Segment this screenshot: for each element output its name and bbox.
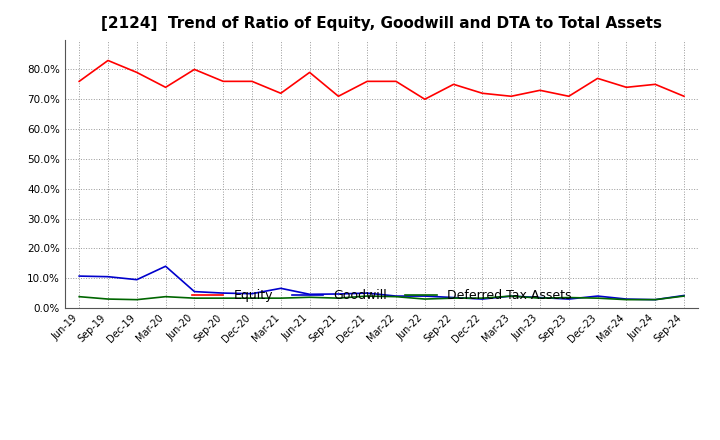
Goodwill — [564, 297, 573, 302]
Goodwill — [75, 273, 84, 279]
Goodwill — [680, 293, 688, 298]
Goodwill — [593, 293, 602, 299]
Equity — [680, 94, 688, 99]
Goodwill — [449, 295, 458, 300]
Goodwill — [161, 264, 170, 269]
Title: [2124]  Trend of Ratio of Equity, Goodwill and DTA to Total Assets: [2124] Trend of Ratio of Equity, Goodwil… — [101, 16, 662, 32]
Goodwill — [392, 293, 400, 299]
Deferred Tax Assets — [680, 293, 688, 299]
Equity — [75, 79, 84, 84]
Equity — [622, 84, 631, 90]
Deferred Tax Assets — [536, 296, 544, 301]
Line: Goodwill: Goodwill — [79, 266, 684, 300]
Deferred Tax Assets — [449, 296, 458, 301]
Deferred Tax Assets — [334, 296, 343, 301]
Equity — [190, 67, 199, 72]
Goodwill — [420, 293, 429, 299]
Deferred Tax Assets — [161, 294, 170, 299]
Equity — [420, 97, 429, 102]
Equity — [536, 88, 544, 93]
Deferred Tax Assets — [104, 297, 112, 302]
Deferred Tax Assets — [622, 297, 631, 302]
Goodwill — [536, 295, 544, 300]
Deferred Tax Assets — [593, 296, 602, 301]
Equity — [392, 79, 400, 84]
Equity — [363, 79, 372, 84]
Deferred Tax Assets — [651, 297, 660, 302]
Goodwill — [276, 286, 285, 291]
Goodwill — [363, 290, 372, 296]
Deferred Tax Assets — [248, 296, 256, 301]
Goodwill — [507, 293, 516, 299]
Goodwill — [651, 297, 660, 302]
Legend: Equity, Goodwill, Deferred Tax Assets: Equity, Goodwill, Deferred Tax Assets — [187, 284, 576, 307]
Deferred Tax Assets — [392, 294, 400, 299]
Line: Deferred Tax Assets: Deferred Tax Assets — [79, 296, 684, 300]
Deferred Tax Assets — [190, 296, 199, 301]
Deferred Tax Assets — [219, 296, 228, 301]
Goodwill — [132, 277, 141, 282]
Equity — [593, 76, 602, 81]
Equity — [564, 94, 573, 99]
Deferred Tax Assets — [75, 294, 84, 299]
Deferred Tax Assets — [276, 296, 285, 301]
Equity — [276, 91, 285, 96]
Deferred Tax Assets — [305, 295, 314, 300]
Equity — [219, 79, 228, 84]
Goodwill — [478, 297, 487, 302]
Deferred Tax Assets — [507, 293, 516, 299]
Deferred Tax Assets — [132, 297, 141, 302]
Deferred Tax Assets — [420, 297, 429, 302]
Equity — [248, 79, 256, 84]
Line: Equity: Equity — [79, 60, 684, 99]
Deferred Tax Assets — [478, 296, 487, 301]
Goodwill — [305, 292, 314, 297]
Equity — [132, 70, 141, 75]
Goodwill — [334, 291, 343, 297]
Equity — [161, 84, 170, 90]
Goodwill — [622, 297, 631, 302]
Goodwill — [104, 274, 112, 279]
Goodwill — [248, 291, 256, 296]
Goodwill — [190, 289, 199, 294]
Equity — [449, 82, 458, 87]
Equity — [305, 70, 314, 75]
Goodwill — [219, 290, 228, 296]
Deferred Tax Assets — [564, 295, 573, 300]
Equity — [104, 58, 112, 63]
Equity — [651, 82, 660, 87]
Equity — [507, 94, 516, 99]
Deferred Tax Assets — [363, 293, 372, 299]
Equity — [478, 91, 487, 96]
Equity — [334, 94, 343, 99]
